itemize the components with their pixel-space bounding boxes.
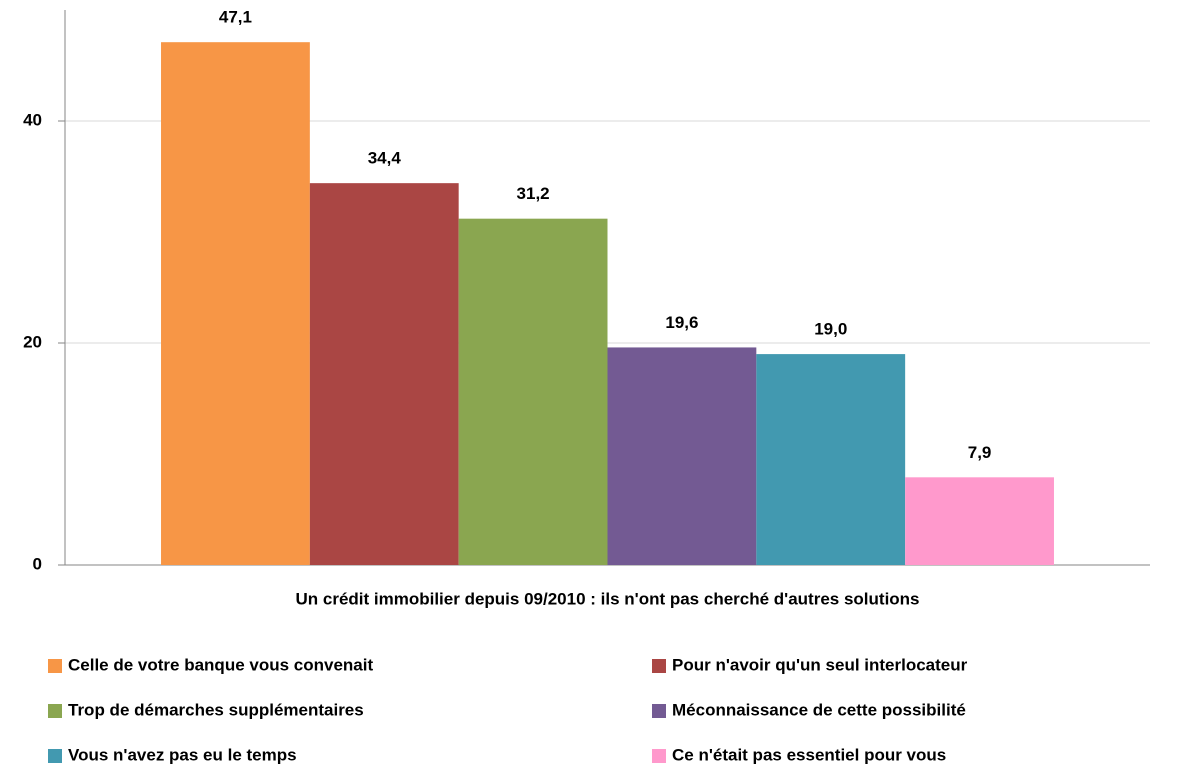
value-label: 34,4 <box>368 149 402 168</box>
legend-swatch <box>652 749 666 763</box>
value-label: 19,6 <box>665 313 698 332</box>
y-tick-label: 40 <box>23 110 42 129</box>
legend-swatch <box>652 704 666 718</box>
bar <box>161 42 310 565</box>
bar <box>309 183 459 565</box>
legend-label: Vous n'avez pas eu le temps <box>68 745 297 764</box>
y-tick-label: 20 <box>23 332 42 351</box>
legend-label: Méconnaissance de cette possibilité <box>672 700 966 719</box>
legend-label: Trop de démarches supplémentaires <box>68 700 364 719</box>
y-tick-label: 0 <box>33 554 42 573</box>
legend-swatch <box>48 749 62 763</box>
legend-swatch <box>48 704 62 718</box>
value-label: 7,9 <box>968 443 992 462</box>
x-tick-label: Un crédit immobilier depuis 09/2010 : il… <box>295 589 919 608</box>
value-label: 19,0 <box>814 320 847 339</box>
legend-label: Ce n'était pas essentiel pour vous <box>672 745 946 764</box>
value-label: 47,1 <box>219 8 252 27</box>
legend-label: Celle de votre banque vous convenait <box>68 655 373 674</box>
legend-swatch <box>652 659 666 673</box>
bar <box>607 347 757 565</box>
bar <box>756 354 906 565</box>
legend-label: Pour n'avoir qu'un seul interlocateur <box>672 655 968 674</box>
bar <box>905 477 1054 565</box>
bar <box>458 218 608 565</box>
value-label: 31,2 <box>517 184 550 203</box>
legend-swatch <box>48 659 62 673</box>
